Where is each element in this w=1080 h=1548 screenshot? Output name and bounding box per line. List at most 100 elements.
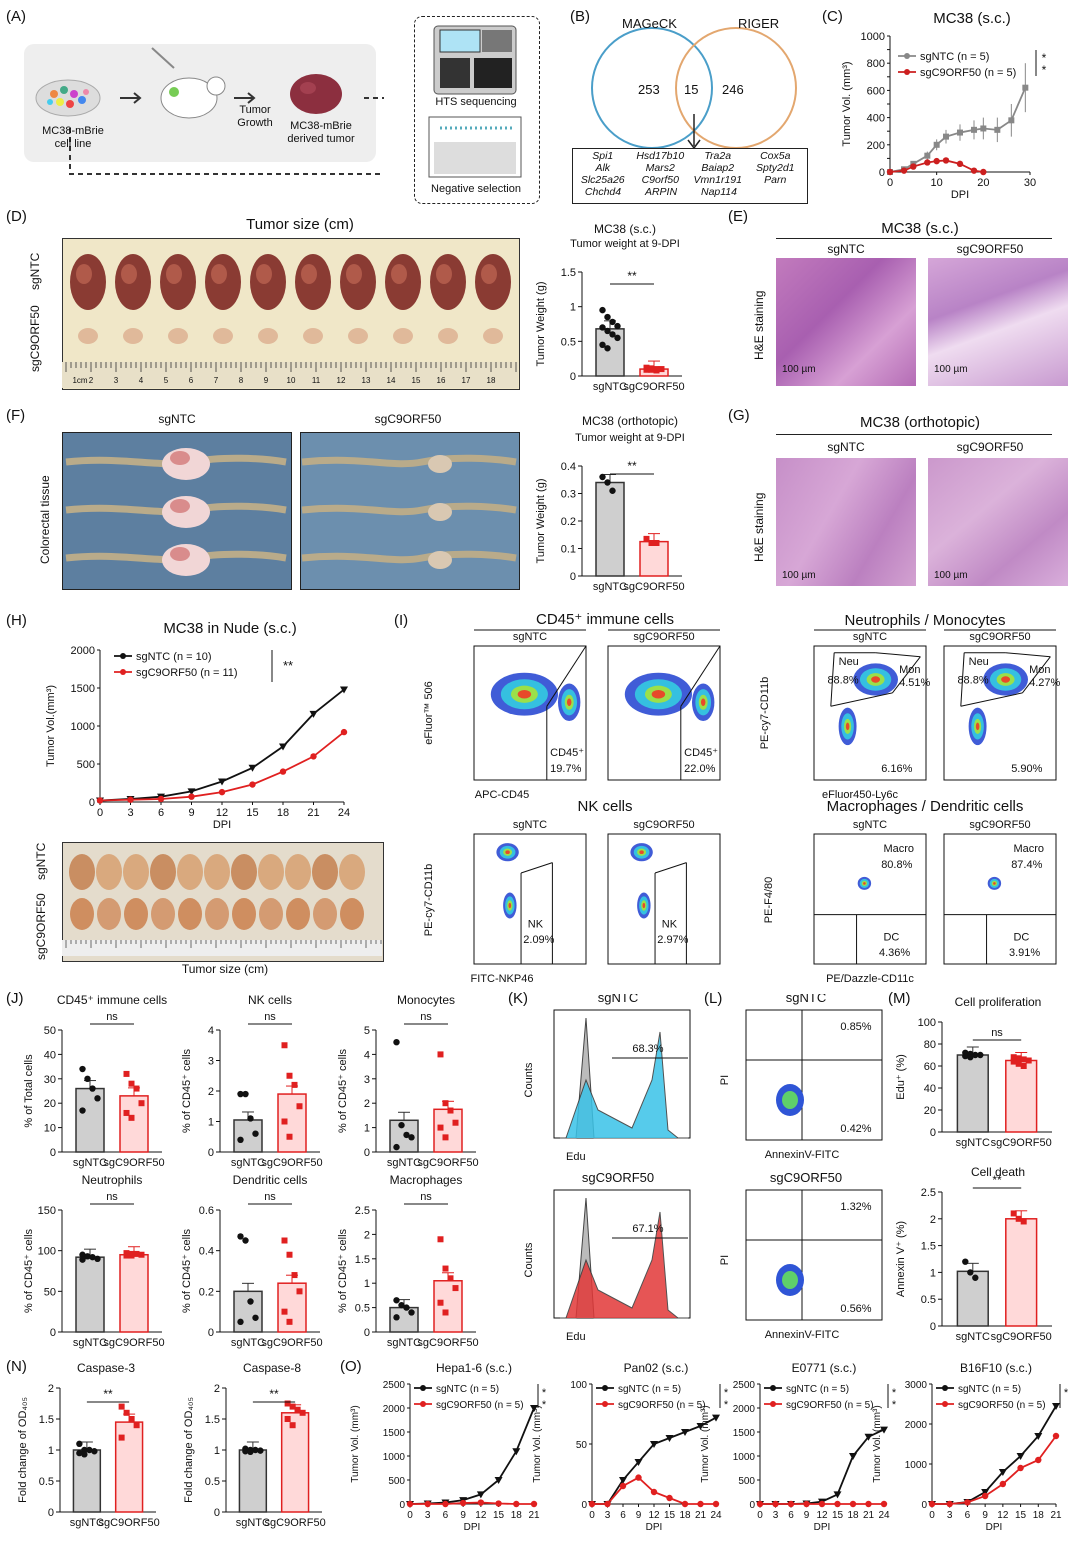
facs-neu-gate-label: Neu [969,656,989,668]
y-tick-label: 4 [364,1049,370,1061]
bar [1005,1218,1038,1327]
x-axis-label: DPI [464,1522,481,1533]
he-g-scale2: 100 µm [934,570,968,581]
data-point [957,129,963,136]
facs-col-header: sgNTC [853,819,887,831]
y-tick-label: 0.5 [205,1476,220,1488]
data-point [340,686,348,694]
data-point [476,1491,485,1499]
tumor-sgc9 [313,898,337,930]
y-tick-label: 2000 [733,1404,756,1415]
data-point [967,1269,974,1276]
legend-marker [942,1401,948,1407]
y-tick-label: 600 [867,85,885,97]
y-axis-label: Tumor Weight (g) [535,282,547,367]
tumor-highlight [256,264,272,284]
facs-neu-density [845,722,850,731]
legend-marker [120,653,126,659]
data-point [787,1500,795,1508]
data-point [658,366,665,373]
he-e-sgntc [776,258,916,386]
ruler-number: 13 [362,376,371,385]
x-tick-label: 18 [277,807,289,819]
photo-h-row2: sgC9ORF50 [34,893,48,960]
data-point [84,1253,91,1260]
x-tick-label: 12 [997,1510,1009,1521]
x-tick-label: 10 [931,177,943,189]
data-point [513,1500,520,1508]
gene-list-box [572,148,808,204]
data-point [424,1500,431,1508]
tumor-sgntc [69,854,95,890]
y-tick-label: 2 [364,1098,370,1110]
data-point [447,1107,454,1114]
gene-name: Parn [764,174,787,186]
data-point [398,1121,405,1129]
data-point [289,1422,296,1429]
data-point [849,1500,857,1508]
x-axis-label: DPI [814,1522,831,1533]
gene-name: Spi1 [592,150,614,162]
chart-m2-title: Cell death [971,1165,1025,1179]
ruler-number: 8 [239,376,244,385]
y-tick-label: 0 [50,1147,56,1159]
photo-d-tumor-layer: 1cm 2 3 4 5 6 7 8 9 10 11 12 13 14 15 16 17 18 [62,254,518,388]
x-tick-label: 15 [1015,1510,1027,1521]
chart-j-title: Neutrophils [82,1173,143,1187]
tumor-sgntc [285,854,311,890]
y-tick-label: 2 [208,1086,214,1098]
data-point [157,795,165,803]
quadrant-ylabel: PI [719,1075,731,1085]
ruler [62,940,382,956]
data-point [933,141,940,148]
data-point [653,367,660,374]
series-line [409,1407,535,1505]
facs-nk-gate-label: 2.09% [523,934,554,946]
x-tick-label: sgC9ORF50 [623,581,684,593]
x-tick-label: 18 [679,1510,691,1521]
he-e-col2: sgC9ORF50 [956,242,1024,256]
y-tick-label: 50 [576,1440,588,1451]
x-tick-label: 9 [636,1510,642,1521]
legend-label: sgNTC (n = 10) [136,651,212,663]
x-tick-label: 18 [511,1510,523,1521]
he-g-rule [776,434,1052,435]
legend-label: sgNTC (n = 5) [920,51,989,63]
ruler-number: 14 [387,376,396,385]
x-tick-label: sgC9ORF50 [261,1337,322,1349]
data-point [393,1297,400,1304]
y-tick-label: 60 [924,1061,936,1073]
histogram-xlabel: Edu [566,1151,586,1163]
ruler [62,362,518,388]
facs-nk-frame [607,833,721,965]
data-point [530,1500,538,1508]
tumor-highlight [121,264,137,284]
tumor-sgc9 [303,328,323,344]
chart-j: CD45⁺ immune cells01020304050sgNTCsgC9OR… [23,993,479,1349]
data-point [127,796,134,803]
chart-o-title: B16F10 (s.c.) [960,1361,1032,1375]
panel-label-o: (O) [340,1358,362,1375]
data-point [604,313,611,321]
tumor-sgntc [123,854,149,890]
y-tick-label: 100 [570,1380,587,1391]
quadrant-xlabel: AnnexinV-FITC [765,1329,840,1341]
sig-label: * [1064,1387,1069,1399]
x-tick-label: 0 [589,1510,595,1521]
gene-name: Vmn1r191 [693,174,742,186]
y-tick-label: 0.5 [39,1476,54,1488]
chart-d-subtitle: Tumor weight at 9-DPI [570,238,680,250]
facs-col-header: sgNTC [513,631,547,643]
dashed-arrow-bottom [69,128,384,175]
y-axis-label: Tumor Vol. (mm³) [841,61,853,146]
y-tick-label: 200 [867,140,885,152]
facs-neu-title: Neutrophils / Monocytes [844,612,1006,629]
data-point [849,1453,857,1460]
facs-mac-frame [813,833,927,965]
data-point [281,1308,288,1315]
y-tick-label: 20 [924,1105,936,1117]
data-point [406,1500,414,1508]
facs-neu-gate-label: 4.27% [1029,677,1060,689]
ruler-number: 10 [287,376,296,385]
